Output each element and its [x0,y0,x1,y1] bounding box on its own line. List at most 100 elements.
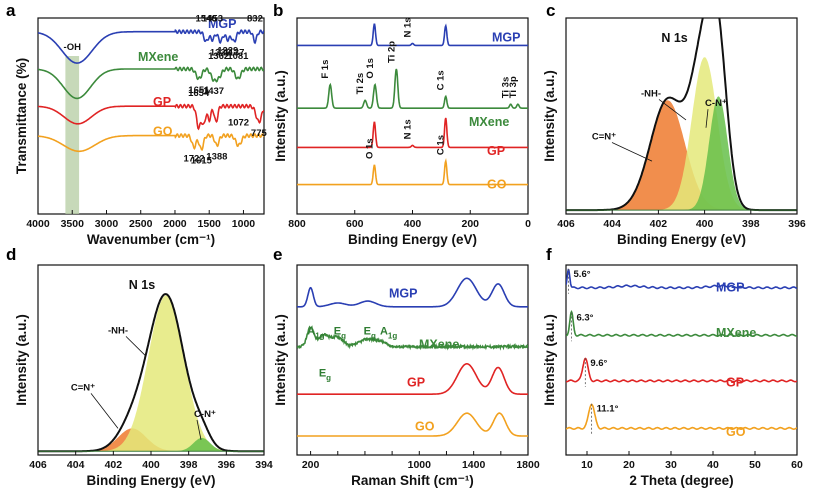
plot-frame [565,17,798,215]
series-line-mxene [566,310,797,337]
label-leader [125,336,147,357]
raman-mode-sub: 1g [388,332,397,341]
series-label: GO [487,178,507,192]
peak-label: 11.1° [597,404,619,415]
series-label: GO [415,419,435,433]
x-tick-label: 1000 [232,218,256,230]
plot-area [297,277,528,437]
x-tick-label: 60 [791,459,803,471]
x-tick-label: 404 [603,218,621,230]
series-label: MGP [492,31,520,45]
series-label: MGP [716,281,744,295]
x-tick-label: 30 [665,459,677,471]
x-tick-label: 400 [142,459,160,471]
series-label: GP [726,376,744,390]
x-tick-label: 406 [29,459,47,471]
series-line-mgp [38,28,264,64]
x-axis-label: Binding Energy (eV) [617,232,746,247]
x-tick-label: 398 [180,459,198,471]
x-axis-label: Raman Shift (cm⁻¹) [351,473,474,488]
peak-label: O 1s [365,58,376,79]
x-tick-label: 3500 [61,218,85,230]
label-leader [90,393,119,429]
label-leader [658,99,687,121]
peak-label: C 1s [436,135,447,155]
peak-label: 5.6° [574,269,591,280]
panel-letter: f [546,245,552,264]
x-tick-label: 200 [461,218,479,230]
peak-label: O 1s [364,138,375,159]
plot-area [566,18,797,212]
component-label: C=N⁺ [71,382,95,393]
x-tick-label: 394 [255,459,273,471]
series-label: GO [153,125,173,139]
y-axis-label: Transmittance (%) [14,58,29,174]
series-label: MXene [419,338,459,352]
component-label: -NH- [641,88,661,99]
series-line-go [566,403,797,431]
peak-label: Ti 2s [355,73,366,94]
x-tick-label: 1800 [516,459,540,471]
raman-mode-sub: g [326,374,331,383]
panel-letter: b [273,1,283,20]
panel-f: f MGP 5.6° MXene 6.3° GP 9.6° GO 11.1° 10 20 30 40 50… [542,245,803,488]
raman-mode-sub: g [341,332,346,341]
x-tick-label: 10 [581,459,593,471]
peak-label: 1362 [208,51,229,62]
plot-frame [296,264,529,456]
peak-label: 775 [251,128,268,139]
component-label: C=N⁺ [592,132,616,143]
x-tick-label: 1500 [198,218,222,230]
series-line-mgp [297,277,528,308]
y-axis-label: Intensity (a.u.) [542,314,557,406]
fit-component [38,437,264,452]
series-line-go [38,132,264,153]
plot-area [38,28,264,214]
label-leader [196,419,202,440]
series-label: MXene [716,326,756,340]
peak-label: N 1s [403,119,414,139]
y-axis-label: Intensity (a.u.) [14,314,29,406]
x-axis-label: 2 Theta (degree) [629,473,733,488]
x-tick-label: 2500 [129,218,153,230]
plot-frame [37,17,265,215]
peak-label: Ti 3s [501,77,512,98]
y-axis-label: Intensity (a.u.) [273,70,288,162]
series-label: GP [487,144,505,158]
peak-label: N 1s [403,17,414,37]
plot-area [566,268,797,435]
oh-band [65,56,80,214]
series-line-gp [38,103,264,131]
plot-frame [565,264,798,456]
raman-mode-sub: g [371,332,376,341]
x-tick-label: 4000 [26,218,50,230]
label-leader [611,142,653,162]
panel-letter: e [273,245,282,264]
x-tick-label: 396 [788,218,806,230]
series-label: MXene [469,115,509,129]
x-tick-label: 1400 [462,459,486,471]
y-axis-label: Intensity (a.u.) [273,314,288,406]
series-label: MGP [208,17,236,31]
component-label: C-N⁺ [194,409,216,420]
y-axis-label: Intensity (a.u.) [542,70,557,162]
raman-mode-sub: 1g [315,332,324,341]
x-tick-label: 0 [525,218,531,230]
series-label: GP [153,95,171,109]
peak-label: 1651 [188,85,210,96]
x-tick-label: 600 [346,218,364,230]
oh-band-label: -OH [64,42,82,53]
x-tick-label: 2000 [163,218,187,230]
x-tick-label: 3000 [95,218,119,230]
x-tick-label: 396 [218,459,236,471]
peak-label: 1081 [227,51,249,62]
series-label: MXene [138,50,178,64]
panel-letter: a [6,1,16,20]
peak-label: 1388 [206,151,227,162]
series-line-mxene [38,66,264,100]
peak-label: 1546 [195,14,216,25]
